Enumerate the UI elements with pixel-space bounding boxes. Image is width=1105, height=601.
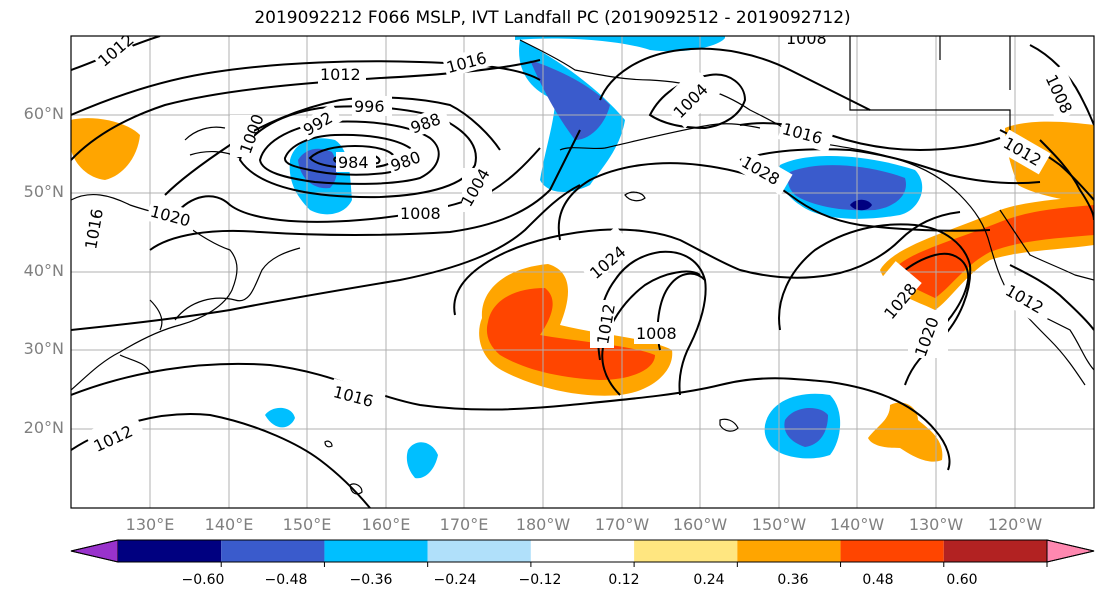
contour-label: 1016: [444, 48, 488, 77]
ivt-positive-region-central-pacific-core: [486, 288, 655, 380]
lat-label: 60°N: [23, 104, 64, 123]
ivt-negative-region-subtropical-east-core: [784, 408, 828, 447]
colorbar-segment: [118, 540, 222, 562]
ivt-positive-region-west-coast-core: [895, 205, 1094, 298]
lon-label: 140°W: [829, 515, 885, 534]
map-title: 2019092212 F066 MSLP, IVT Landfall PC (2…: [254, 8, 851, 28]
graticule: [71, 36, 1094, 508]
lon-label: 120°W: [987, 515, 1043, 534]
colorbar-tick-label: −0.24: [433, 572, 477, 588]
colorbar-tick-label: −0.12: [518, 572, 562, 588]
lon-label: 160°E: [361, 515, 411, 534]
colorbar-extend-max: [1046, 539, 1095, 563]
colorbar-segment: [634, 540, 738, 562]
lat-label: 30°N: [23, 339, 64, 358]
colorbar-segment: [221, 540, 325, 562]
colorbar: [70, 539, 1095, 567]
lon-label: 180°W: [515, 515, 571, 534]
ivt-negative-region-subtropical-west: [265, 407, 438, 479]
contour-label: 996: [354, 97, 385, 116]
colorbar-tick-label: 0.48: [862, 572, 894, 588]
lon-label: 130°W: [908, 515, 964, 534]
contour-label: 980: [388, 147, 423, 175]
colorbar-tick-label: −0.48: [264, 572, 308, 588]
lon-label: 130°E: [125, 515, 175, 534]
ivt-negative-region-gulf-of-alaska-core: [787, 165, 906, 211]
colorbar-segment: [530, 540, 635, 562]
ivt-positive-region-japan-sea: [71, 118, 140, 180]
ivt-negative-region-gulf-of-alaska-max: [850, 199, 872, 211]
lat-label: 50°N: [23, 182, 64, 201]
lon-label: 150°W: [751, 515, 807, 534]
contour-label: 988: [408, 109, 443, 137]
colorbar-tick-label: −0.36: [349, 572, 393, 588]
colorbar-tick-label: 0.12: [608, 572, 640, 588]
colorbar-extend-min: [70, 539, 119, 563]
colorbar-outline: [70, 539, 1095, 563]
colorbar-segment: [840, 540, 944, 562]
contour-label: 984: [338, 153, 369, 172]
colorbar-tick-label: 0.36: [777, 572, 809, 588]
ivt-positive-region-subtropical: [868, 402, 943, 462]
ivt-positive-anomalies: [71, 118, 1094, 462]
map-frame: [70, 35, 1095, 509]
lon-label: 160°W: [672, 515, 728, 534]
contour-label: 1008: [786, 29, 827, 48]
lat-label: 40°N: [23, 261, 64, 280]
contour-label: 1008: [400, 204, 441, 223]
lat-label: 20°N: [23, 418, 64, 437]
lon-label: 140°E: [204, 515, 254, 534]
colorbar-segment: [324, 540, 428, 562]
colorbar-segment: [427, 540, 531, 562]
colorbar-tick-label: −0.60: [181, 572, 225, 588]
contour-label: 1008: [636, 324, 677, 343]
colorbar-segment: [737, 540, 841, 562]
contour-label: 1012: [320, 65, 361, 84]
colorbar-tick-label: 0.24: [693, 572, 725, 588]
lon-label: 170°W: [594, 515, 650, 534]
lon-label: 150°E: [282, 515, 332, 534]
ivt-negative-region-aleutian-low-core: [298, 148, 338, 189]
ivt-negative-region-bering-core: [530, 60, 610, 140]
lon-label: 170°E: [439, 515, 489, 534]
colorbar-tick-label: 0.60: [946, 572, 978, 588]
colorbar-segment: [943, 540, 1047, 562]
